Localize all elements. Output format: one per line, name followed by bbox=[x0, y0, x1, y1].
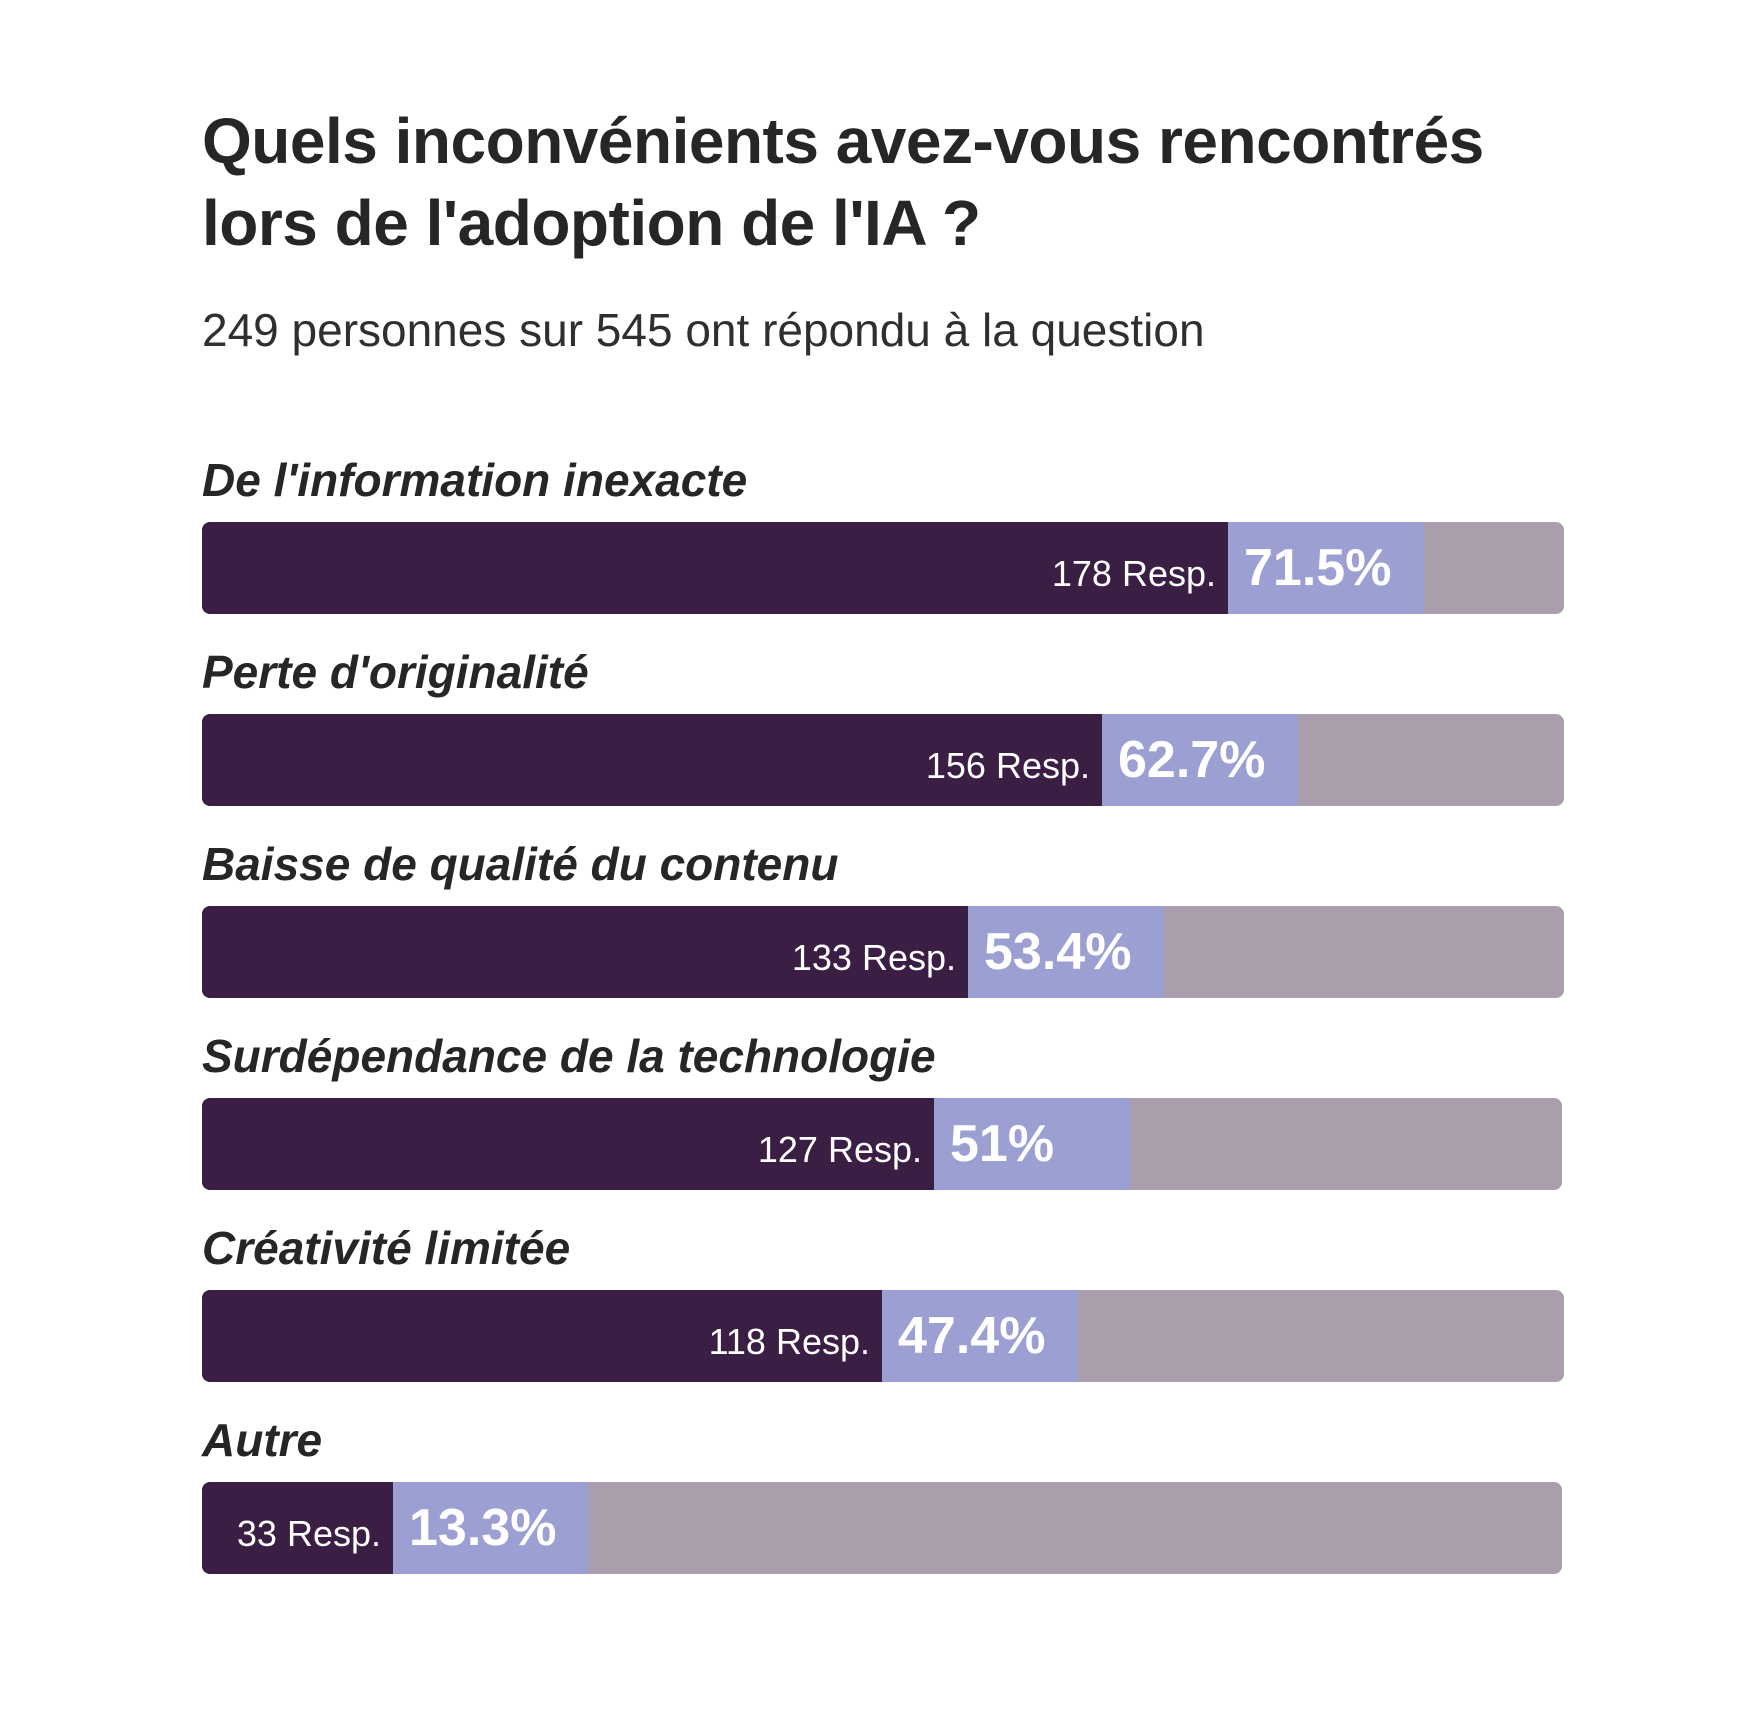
category-label: Perte d'originalité bbox=[202, 646, 589, 698]
percent-box bbox=[968, 906, 1164, 998]
bar bbox=[202, 522, 1228, 614]
response-count-label: 178 Resp. bbox=[1051, 553, 1216, 594]
percent-label: 62.7% bbox=[1118, 731, 1266, 789]
bar-track: 33 Resp. 13.3% bbox=[202, 1482, 1562, 1574]
bar-track: 133 Resp. 53.4% bbox=[202, 906, 1564, 998]
category-label: Baisse de qualité du contenu bbox=[202, 838, 839, 890]
title-line-2: lors de l'adoption de l'IA ? bbox=[202, 187, 981, 259]
bar bbox=[202, 1098, 934, 1190]
response-count-label: 127 Resp. bbox=[757, 1129, 922, 1170]
percent-label: 53.4% bbox=[984, 923, 1132, 981]
title-line-1: Quels inconvénients avez-vous rencontrés bbox=[202, 105, 1484, 177]
percent-box bbox=[934, 1098, 1130, 1190]
bar bbox=[202, 1482, 393, 1574]
percent-label: 51% bbox=[950, 1115, 1055, 1173]
bar bbox=[202, 906, 968, 998]
chart-subtitle: 249 personnes sur 545 ont répondu à la q… bbox=[202, 304, 1205, 356]
category-label: De l'information inexacte bbox=[202, 454, 748, 506]
percent-box bbox=[1228, 522, 1424, 614]
bar bbox=[202, 1290, 882, 1382]
bar-track: 156 Resp. 62.7% bbox=[202, 714, 1564, 806]
bar bbox=[202, 714, 1102, 806]
response-count-label: 118 Resp. bbox=[708, 1321, 870, 1362]
bar-track: 118 Resp. 47.4% bbox=[202, 1290, 1564, 1382]
category-label: Surdépendance de la technologie bbox=[202, 1030, 936, 1082]
bar-track: 178 Resp. 71.5% bbox=[202, 522, 1564, 614]
chart-title: Quels inconvénients avez-vous rencontrés… bbox=[202, 100, 1702, 264]
percent-label: 13.3% bbox=[409, 1499, 557, 1557]
response-count-label: 33 Resp. bbox=[236, 1513, 381, 1554]
percent-box bbox=[1102, 714, 1298, 806]
response-count-label: 156 Resp. bbox=[925, 745, 1090, 786]
percent-label: 47.4% bbox=[898, 1307, 1046, 1365]
response-count-label: 133 Resp. bbox=[791, 937, 956, 978]
bar-track: 127 Resp. 51% bbox=[202, 1098, 1562, 1190]
percent-label: 71.5% bbox=[1244, 539, 1392, 597]
category-label: Créativité limitée bbox=[202, 1222, 571, 1274]
percent-box bbox=[882, 1290, 1078, 1382]
percent-box bbox=[393, 1482, 589, 1574]
category-label: Autre bbox=[202, 1414, 323, 1466]
